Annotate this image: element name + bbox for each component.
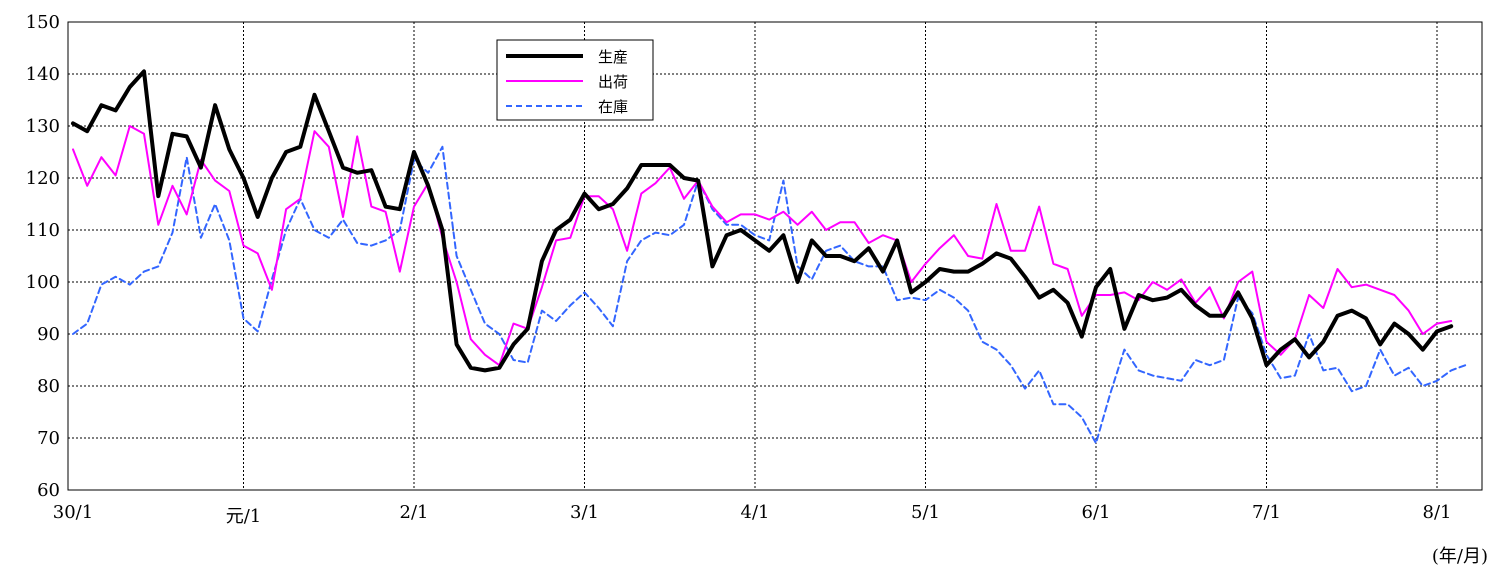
x-tick-label: 8/1	[1423, 502, 1452, 523]
legend-label-2: 在庫	[598, 98, 628, 116]
x-tick-label: 2/1	[400, 502, 429, 523]
x-tick-label: 6/1	[1082, 502, 1111, 523]
y-tick-label: 80	[37, 376, 60, 397]
series-line-2	[72, 145, 1467, 445]
y-tick-label: 150	[26, 12, 60, 33]
series-line-1	[72, 125, 1453, 367]
y-tick-label: 90	[37, 324, 60, 345]
y-tick-label: 140	[26, 64, 60, 85]
legend-label-0: 生産	[598, 48, 628, 66]
y-tick-label: 110	[26, 220, 60, 241]
x-axis-ticks: 30/1 元/1 2/1 3/1 4/1 5/1 6/1 7/1 8/1	[53, 502, 1452, 527]
x-tick-label: 4/1	[741, 502, 770, 523]
y-tick-label: 130	[26, 116, 60, 137]
x-tick-label: 5/1	[911, 502, 940, 523]
y-tick-label: 100	[26, 272, 60, 293]
legend-label-1: 出荷	[598, 73, 628, 91]
y-tick-label: 70	[37, 428, 60, 449]
series-line-0	[71, 69, 1454, 373]
series-layer	[71, 69, 1467, 445]
x-tick-label: 7/1	[1252, 502, 1281, 523]
y-tick-label: 120	[26, 168, 60, 189]
y-axis-ticks: 60 70 80 90 100 110 120 130 140 150	[26, 12, 60, 501]
plot-frame	[67, 21, 1483, 491]
x-axis-unit-label: (年/月)	[1432, 546, 1488, 567]
x-tick-label: 3/1	[570, 502, 599, 523]
x-tick-label: 元/1	[226, 506, 262, 527]
y-tick-label: 60	[37, 480, 60, 501]
x-tick-label: 30/1	[53, 502, 93, 523]
